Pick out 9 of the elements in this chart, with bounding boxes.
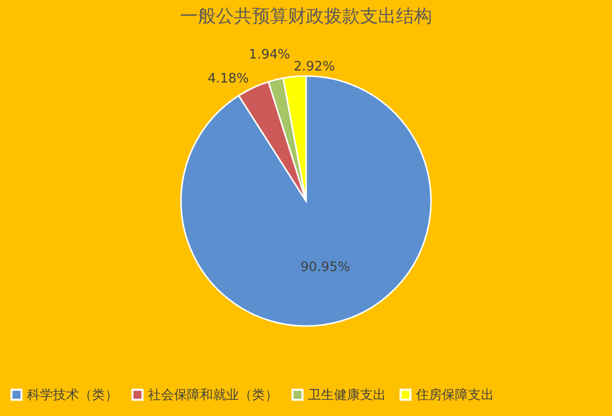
legend-label: 科学技术（类）	[27, 388, 118, 403]
legend-label: 卫生健康支出	[308, 388, 386, 403]
data-label: 4.18%	[208, 72, 249, 87]
legend-label: 社会保障和就业（类）	[148, 388, 278, 403]
chart-title: 一般公共预算财政拨款支出结构	[180, 6, 432, 27]
legend-label: 住房保障支出	[415, 386, 494, 403]
data-label: 1.94%	[248, 47, 290, 62]
data-label: 90.95%	[300, 260, 350, 275]
data-label: 2.92%	[294, 60, 335, 75]
